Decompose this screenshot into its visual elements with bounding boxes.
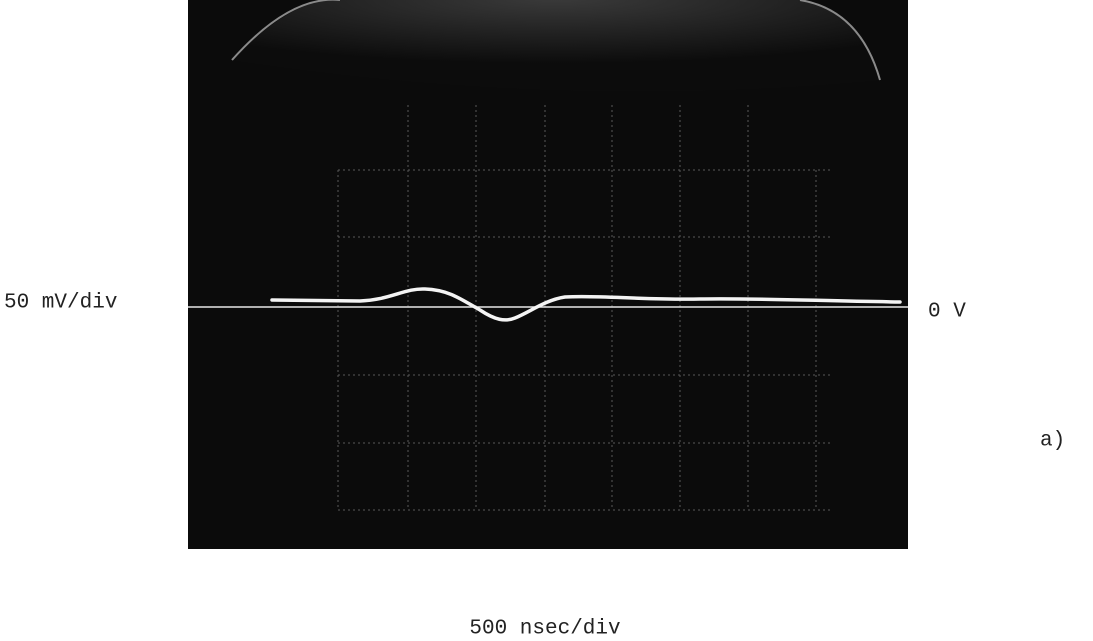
graticule <box>337 105 830 511</box>
screen-edge <box>231 0 881 81</box>
signal-trace <box>270 287 902 322</box>
zero-level-label: 0 V <box>928 301 966 324</box>
panel-label: a) <box>1040 430 1065 453</box>
horizontal-scale-label: 500 nsec/div <box>469 618 620 641</box>
vertical-scale-label: 50 mV/div <box>4 292 117 315</box>
scope-screen <box>188 0 908 549</box>
screen-glare <box>232 0 880 92</box>
